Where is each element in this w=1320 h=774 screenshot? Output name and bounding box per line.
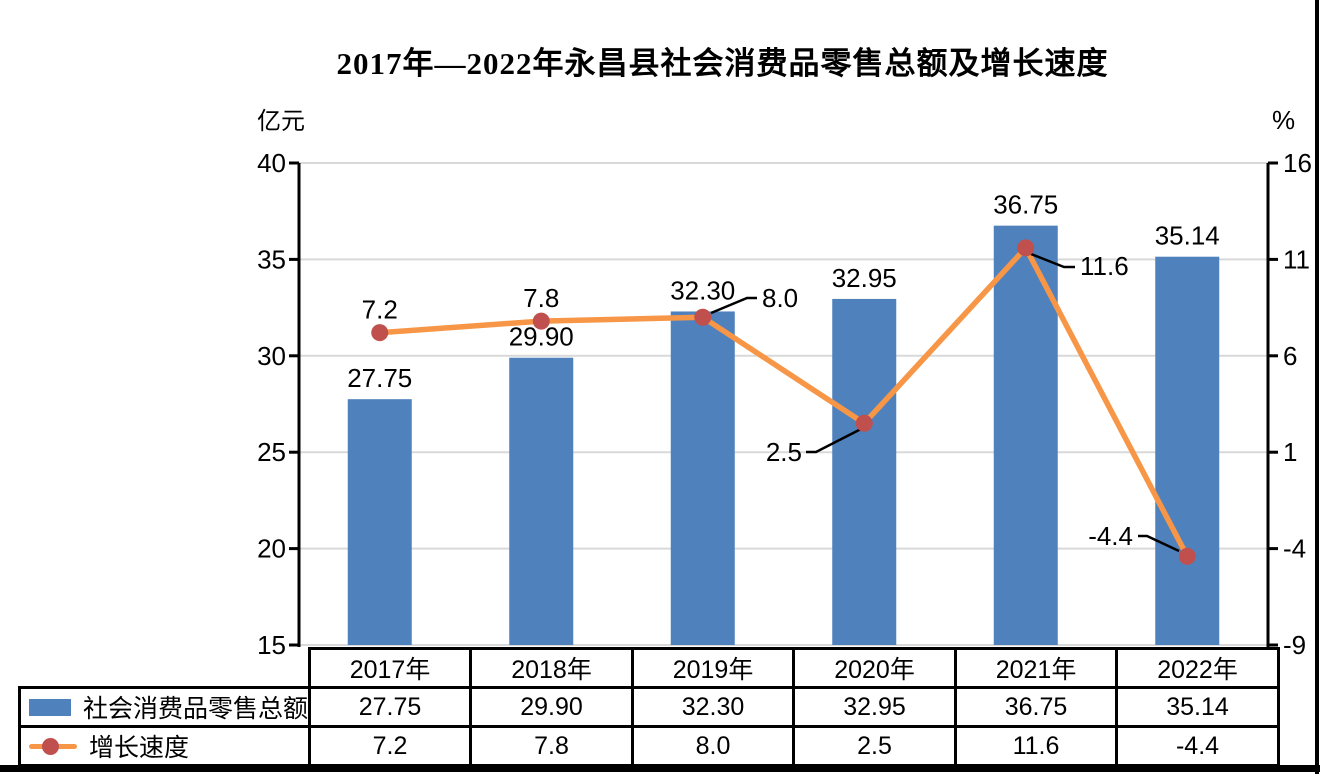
left-axis-tick-label: 20 bbox=[257, 534, 286, 564]
value-cell: 2.5 bbox=[792, 725, 958, 767]
label-leader-line bbox=[1030, 252, 1075, 269]
value-cell: 11.6 bbox=[954, 725, 1119, 767]
legend-cell-retail-total: 社会消费品零售总额 bbox=[17, 686, 312, 728]
bar-2021年 bbox=[993, 225, 1058, 645]
value-cell: 27.75 bbox=[308, 686, 473, 728]
bar-legend-swatch bbox=[29, 698, 71, 716]
bar-value-label: 35.14 bbox=[1155, 221, 1220, 251]
value-cell: 8.0 bbox=[631, 725, 796, 767]
bar-2020年 bbox=[832, 298, 897, 645]
right-axis-tick-label: 6 bbox=[1283, 341, 1297, 371]
line-marker bbox=[694, 308, 712, 326]
line-marker bbox=[1178, 547, 1196, 565]
chart-title: 2017年—2022年永昌县社会消费品零售总额及增长速度 bbox=[336, 46, 1109, 81]
left-axis-tick-label: 35 bbox=[257, 244, 286, 274]
value-cell: 32.95 bbox=[792, 686, 958, 728]
legend-cell-growth-rate: 增长速度 bbox=[17, 725, 312, 767]
category-cell: 2022年 bbox=[1115, 647, 1281, 689]
label-leader-line bbox=[1138, 534, 1180, 553]
bar-value-label: 27.75 bbox=[347, 363, 412, 393]
page-bottom-border-line bbox=[0, 765, 1320, 772]
line-value-label: 7.2 bbox=[362, 295, 398, 325]
category-cell: 2021年 bbox=[954, 647, 1119, 689]
value-cell: 29.90 bbox=[469, 686, 635, 728]
line-value-label: 2.5 bbox=[766, 437, 802, 467]
left-axis-tick-label: 40 bbox=[257, 148, 286, 178]
line-marker bbox=[855, 414, 873, 432]
category-cell: 2018年 bbox=[469, 647, 635, 689]
bar-2019年 bbox=[670, 311, 735, 645]
bar-2018年 bbox=[509, 357, 574, 645]
line-value-label: 11.6 bbox=[1080, 251, 1129, 281]
growth-rate-line bbox=[377, 245, 1190, 560]
bar-2017年 bbox=[347, 399, 412, 645]
value-cell: 36.75 bbox=[954, 686, 1119, 728]
value-cell: -4.4 bbox=[1115, 725, 1281, 767]
line-marker bbox=[1017, 239, 1035, 257]
value-cell: 7.2 bbox=[308, 725, 473, 767]
value-cell: 35.14 bbox=[1115, 686, 1281, 728]
line-value-label: 7.8 bbox=[523, 283, 559, 313]
category-cell: 2019年 bbox=[631, 647, 796, 689]
right-axis-tick-label: -9 bbox=[1283, 630, 1306, 660]
left-axis-tick-label: 15 bbox=[257, 630, 286, 660]
legend-label: 增长速度 bbox=[89, 734, 190, 762]
line-marker bbox=[371, 324, 389, 342]
left-axis-tick-label: 30 bbox=[257, 341, 286, 371]
value-cell: 32.30 bbox=[631, 686, 796, 728]
line-value-label: 8.0 bbox=[762, 283, 798, 313]
bar-2022年 bbox=[1155, 256, 1220, 645]
chart-data-table: 2017年 2018年 2019年 2020年 2021年 2022年 社会消费品零售总额 2… bbox=[17, 647, 1281, 767]
bar-value-label: 32.30 bbox=[670, 275, 735, 305]
line-legend-swatch bbox=[29, 737, 77, 755]
label-leader-line bbox=[710, 296, 757, 315]
page-right-border-line bbox=[1315, 0, 1319, 774]
left-axis-tick-label: 25 bbox=[257, 437, 286, 467]
category-cell: 2020年 bbox=[792, 647, 958, 689]
line-value-label: -4.4 bbox=[1088, 521, 1133, 551]
legend-label: 社会消费品零售总额 bbox=[83, 695, 309, 723]
label-leader-line bbox=[806, 427, 862, 454]
right-axis-tick-label: -4 bbox=[1283, 534, 1306, 564]
category-cell: 2017年 bbox=[308, 647, 473, 689]
right-axis-unit-label: % bbox=[1272, 105, 1295, 135]
line-legend-marker bbox=[42, 737, 59, 755]
right-axis-tick-label: 11 bbox=[1283, 244, 1310, 274]
bar-value-label: 36.75 bbox=[993, 190, 1058, 220]
table-corner-spacer bbox=[20, 649, 310, 688]
line-marker bbox=[532, 312, 550, 330]
right-axis-tick-label: 1 bbox=[1283, 437, 1297, 467]
left-axis-unit-label: 亿元 bbox=[257, 108, 305, 135]
right-axis-tick-label: 16 bbox=[1283, 148, 1312, 178]
value-cell: 7.8 bbox=[469, 725, 635, 767]
bar-value-label: 32.95 bbox=[832, 263, 897, 293]
